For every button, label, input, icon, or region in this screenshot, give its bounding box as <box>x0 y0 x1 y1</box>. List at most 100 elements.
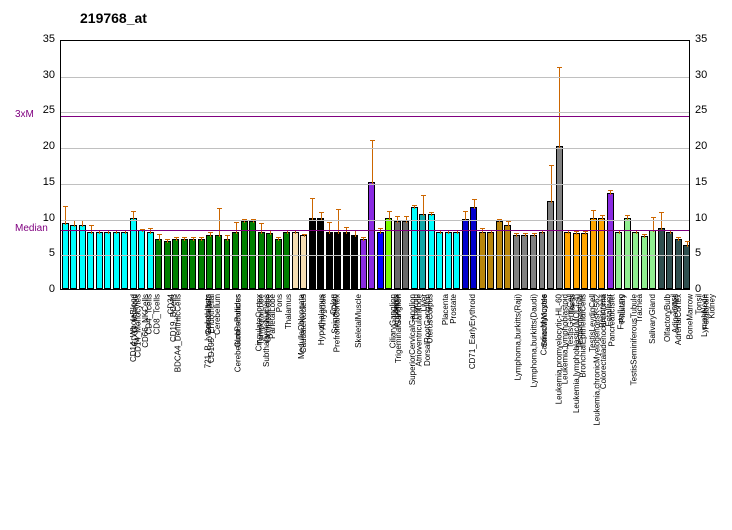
error-bar <box>74 220 75 227</box>
y-tick-left: 25 <box>35 104 55 116</box>
error-cap <box>532 233 537 234</box>
error-cap <box>608 190 613 191</box>
bar <box>683 245 690 289</box>
x-label: TestisLeydigCell <box>587 294 596 352</box>
x-label: BoneMarrow <box>686 294 695 339</box>
error-cap <box>217 208 222 209</box>
error-cap <box>191 237 196 238</box>
x-label: SalivaryGland <box>647 294 656 344</box>
bar <box>504 225 511 289</box>
bar <box>121 232 128 289</box>
bar <box>632 232 639 289</box>
bar <box>385 218 392 289</box>
bar <box>334 232 341 289</box>
bar <box>360 239 367 289</box>
error-bar <box>82 220 83 227</box>
error-cap <box>63 206 68 207</box>
bar <box>300 235 307 289</box>
y-tick-left: 10 <box>35 212 55 224</box>
error-cap <box>651 217 656 218</box>
error-bar <box>312 198 313 219</box>
x-label: Tonsil <box>669 294 678 314</box>
bar <box>232 232 239 289</box>
gridline <box>61 148 689 149</box>
bar <box>283 232 290 289</box>
bar <box>258 232 265 289</box>
error-cap <box>549 165 554 166</box>
bar <box>675 239 682 289</box>
bar <box>521 235 528 289</box>
error-cap <box>480 228 485 229</box>
chart-title: 219768_at <box>80 10 147 26</box>
x-label: Liver <box>419 294 428 311</box>
x-label: Thalamus <box>284 294 293 329</box>
bar <box>87 232 94 289</box>
y-tick-left: 30 <box>35 69 55 81</box>
error-bar <box>261 223 262 234</box>
error-cap <box>506 221 511 222</box>
error-cap <box>225 235 230 236</box>
error-bar <box>423 195 424 216</box>
error-bar <box>474 199 475 209</box>
chart-container: 219768_at 00551010151520202525303035353x… <box>0 0 732 530</box>
x-label: Uterus <box>391 294 400 318</box>
bar <box>172 239 179 289</box>
error-bar <box>661 212 662 230</box>
x-label: Fetalliver <box>605 294 614 326</box>
bar <box>181 239 188 289</box>
x-label: Colon <box>329 294 338 315</box>
bar <box>70 225 77 289</box>
bar <box>96 232 103 289</box>
error-cap <box>148 228 153 229</box>
bar <box>104 232 111 289</box>
gridline <box>61 220 689 221</box>
x-label: Testis <box>567 294 576 314</box>
bar <box>351 235 358 289</box>
bar <box>164 241 171 289</box>
y-tick-right: 15 <box>695 176 707 188</box>
x-label: CD33_Myeloid <box>131 294 140 346</box>
bar <box>155 239 162 289</box>
bar <box>641 236 648 289</box>
error-cap <box>199 237 204 238</box>
error-cap <box>302 234 307 235</box>
bar <box>79 225 86 289</box>
ref-line-median <box>61 230 689 231</box>
bar <box>292 232 299 289</box>
bar <box>113 232 120 289</box>
x-label: Amygdala <box>318 294 327 330</box>
y-tick-right: 25 <box>695 104 707 116</box>
error-bar <box>65 206 66 225</box>
plot-area <box>60 40 690 290</box>
x-label: Kidney <box>707 294 716 318</box>
bar <box>453 232 460 289</box>
bar <box>326 232 333 289</box>
y-tick-left: 5 <box>35 247 55 259</box>
y-tick-right: 10 <box>695 212 707 224</box>
x-label: Lymphoma,burkitts(Daudi) <box>529 294 538 388</box>
error-cap <box>89 225 94 226</box>
x-label: CD71_EarlyErythroid <box>468 294 477 369</box>
error-bar <box>559 67 560 148</box>
x-label: Pituitary <box>618 294 627 323</box>
error-cap <box>370 140 375 141</box>
error-cap <box>404 216 409 217</box>
error-cap <box>174 237 179 238</box>
bar <box>147 232 154 289</box>
bar <box>377 232 384 289</box>
error-cap <box>344 227 349 228</box>
bar <box>530 235 537 289</box>
y-tick-right: 5 <box>695 247 701 259</box>
x-label: Lymphoma,burkitts(Raji) <box>514 294 523 380</box>
x-label: GlobusPallidus <box>234 294 243 347</box>
y-tick-left: 0 <box>35 283 55 295</box>
x-label: CD8_Tcells <box>153 294 162 334</box>
bar <box>445 232 452 289</box>
error-bar <box>236 222 237 233</box>
bar <box>615 232 622 289</box>
error-cap <box>319 212 324 213</box>
gridline <box>61 255 689 256</box>
ref-label-3xm: 3xM <box>15 109 34 120</box>
error-cap <box>676 237 681 238</box>
ref-line-3xm <box>61 116 689 117</box>
